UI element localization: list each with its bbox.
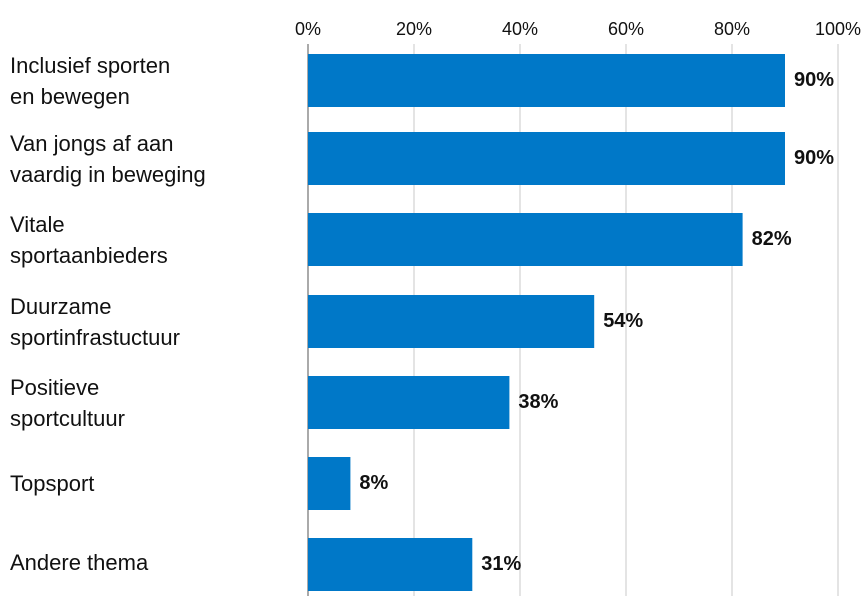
bar xyxy=(308,376,510,429)
category-label: Van jongs af aan vaardig in beweging xyxy=(10,131,206,187)
category-label: Duurzame sportinfrastuctuur xyxy=(10,294,180,350)
x-tick-label: 40% xyxy=(501,19,539,39)
x-tick-label: 80% xyxy=(713,19,751,39)
bar-value-label: 90% xyxy=(794,146,835,169)
category-label: Inclusief sporten en bewegen xyxy=(10,53,171,109)
category-label: Andere thema xyxy=(10,550,149,575)
bar-value-label: 8% xyxy=(359,471,389,494)
x-tick-label: 100% xyxy=(814,19,862,39)
bar xyxy=(308,213,743,266)
bar-value-label: 38% xyxy=(518,390,559,413)
bar xyxy=(308,295,595,348)
bar xyxy=(308,132,785,185)
category-label: Positieve sportcultuur xyxy=(10,375,125,431)
x-tick-label: 20% xyxy=(395,19,433,39)
x-tick-label: 60% xyxy=(607,19,645,39)
x-tick-label: 0% xyxy=(294,19,321,39)
bar xyxy=(308,54,785,107)
bar-value-label: 82% xyxy=(751,227,792,250)
bar-value-label: 90% xyxy=(794,68,835,91)
bar-value-label: 31% xyxy=(481,552,522,575)
bar-value-label: 54% xyxy=(603,309,644,332)
bar xyxy=(308,538,473,591)
category-label: Topsport xyxy=(10,471,95,496)
bar xyxy=(308,457,351,510)
category-label: Vitale sportaanbieders xyxy=(10,212,168,268)
